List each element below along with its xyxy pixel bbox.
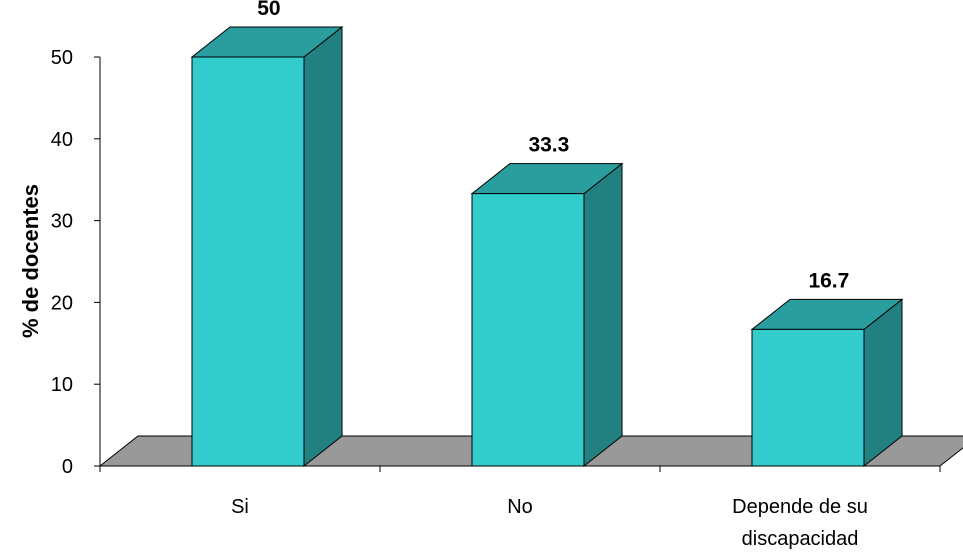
y-tick-label: 40 bbox=[51, 129, 73, 151]
bar-side-face bbox=[583, 162, 623, 468]
bar-front-face bbox=[471, 193, 585, 467]
data-label: 33.3 bbox=[528, 134, 569, 157]
bar-3 bbox=[750, 298, 904, 468]
y-tick-label: 10 bbox=[51, 374, 73, 396]
bars bbox=[190, 25, 904, 468]
data-label: 50 bbox=[257, 0, 280, 20]
category-labels: Si No Depende de su discapacidad bbox=[231, 496, 868, 550]
bar-2 bbox=[470, 162, 624, 468]
y-tick-label: 20 bbox=[51, 292, 73, 314]
y-axis: 0 10 20 30 40 50 bbox=[51, 47, 101, 478]
bar-front-face bbox=[751, 328, 865, 467]
bar-front-face bbox=[191, 56, 305, 467]
bar-side-face bbox=[303, 25, 343, 468]
y-tick-label: 30 bbox=[51, 211, 73, 233]
y-tick-label: 0 bbox=[62, 456, 73, 478]
y-axis-title: % de docentes bbox=[18, 184, 43, 338]
x-axis bbox=[99, 465, 941, 472]
y-tick-label: 50 bbox=[51, 47, 73, 69]
category-label: No bbox=[507, 496, 533, 518]
data-labels: 50 33.3 16.7 bbox=[257, 0, 849, 292]
category-label: Depende de su discapacidad bbox=[732, 496, 868, 550]
bar-1 bbox=[190, 25, 344, 468]
category-label: Si bbox=[231, 496, 249, 518]
data-label: 16.7 bbox=[808, 269, 849, 292]
